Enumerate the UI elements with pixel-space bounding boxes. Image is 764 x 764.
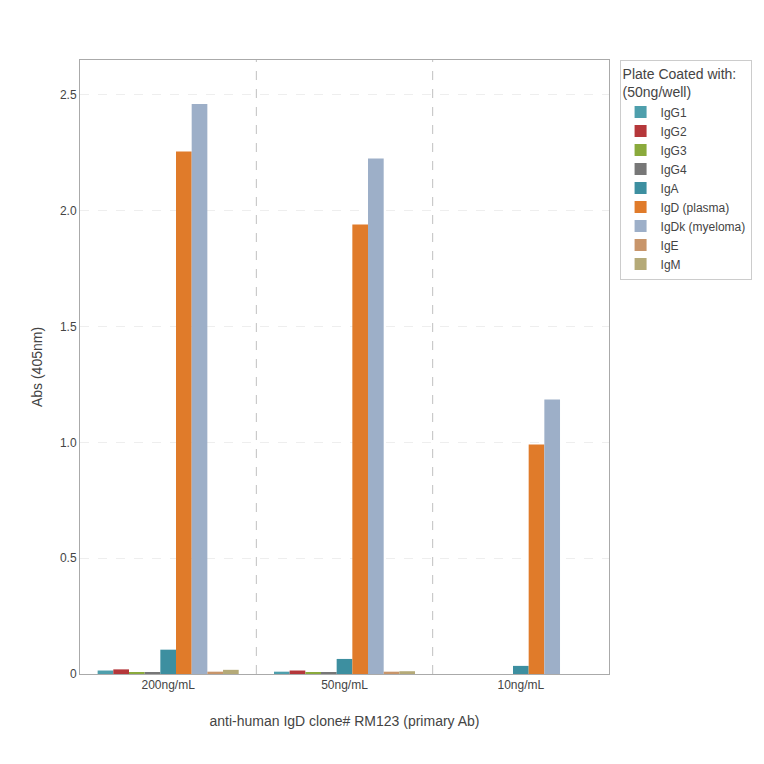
svg-text:50ng/mL: 50ng/mL: [321, 678, 368, 692]
svg-text:IgD (plasma): IgD (plasma): [661, 201, 730, 215]
svg-text:IgG2: IgG2: [661, 125, 687, 139]
svg-text:10ng/mL: 10ng/mL: [497, 678, 544, 692]
svg-text:IgG4: IgG4: [661, 163, 687, 177]
svg-text:IgE: IgE: [661, 239, 679, 253]
svg-text:200ng/mL: 200ng/mL: [141, 678, 195, 692]
svg-text:IgDk (myeloma): IgDk (myeloma): [661, 220, 746, 234]
svg-text:2.0: 2.0: [60, 204, 77, 218]
svg-text:anti-human IgD clone# RM123 (p: anti-human IgD clone# RM123 (primary Ab): [209, 713, 479, 729]
svg-text:Abs (405nm): Abs (405nm): [29, 327, 45, 407]
svg-text:2.5: 2.5: [60, 88, 77, 102]
svg-text:Plate Coated with:(50ng/well): Plate Coated with:(50ng/well): [623, 66, 737, 100]
svg-text:0.5: 0.5: [60, 551, 77, 565]
svg-text:IgM: IgM: [661, 258, 681, 272]
svg-text:0: 0: [70, 667, 77, 681]
svg-text:1.5: 1.5: [60, 320, 77, 334]
svg-text:IgA: IgA: [661, 182, 679, 196]
svg-text:IgG3: IgG3: [661, 144, 687, 158]
svg-text:IgG1: IgG1: [661, 106, 687, 120]
svg-text:1.0: 1.0: [60, 436, 77, 450]
